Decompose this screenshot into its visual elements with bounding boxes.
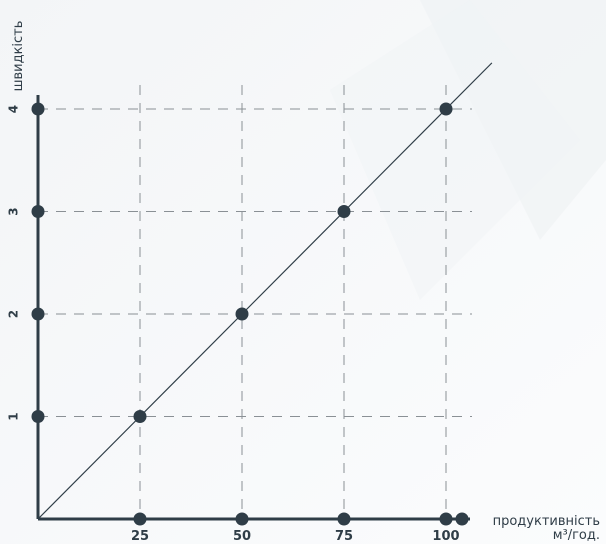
y-axis-marker <box>31 410 45 423</box>
y-tick-label: 2 <box>7 310 21 318</box>
x-axis-marker <box>133 512 147 526</box>
x-axis-end-marker <box>455 512 469 526</box>
grid <box>38 85 472 519</box>
y-axis-title: швидкість <box>11 21 26 92</box>
x-axis-marker <box>235 512 249 526</box>
y-axis-marker <box>31 102 45 116</box>
data-point <box>133 410 147 423</box>
y-axis-marker <box>31 307 45 321</box>
y-tick-label: 4 <box>7 105 21 113</box>
x-tick-label: 100 <box>432 529 459 544</box>
series-line <box>37 62 493 520</box>
y-tick-labels: 1 2 3 4 <box>7 105 21 421</box>
x-tick-labels: 25 50 75 100 <box>131 529 460 544</box>
y-axis-marker <box>31 205 45 218</box>
x-tick-label: 50 <box>233 529 251 544</box>
y-tick-label: 1 <box>7 412 21 420</box>
x-axis-title-line2: м³/год. <box>553 528 600 543</box>
x-tick-label: 25 <box>131 529 149 544</box>
x-axis-marker <box>337 512 351 526</box>
axes <box>36 95 470 521</box>
data-points <box>133 102 453 423</box>
data-point <box>439 102 453 116</box>
y-tick-label: 3 <box>7 207 21 215</box>
x-axis-marker <box>439 512 453 526</box>
series-line-path <box>37 62 493 520</box>
axis-markers <box>31 102 469 526</box>
data-point <box>235 307 249 321</box>
data-point <box>337 205 351 218</box>
x-axis-title-line1: продуктивність <box>493 514 600 529</box>
background-shape <box>330 0 580 300</box>
x-tick-label: 75 <box>335 529 353 544</box>
